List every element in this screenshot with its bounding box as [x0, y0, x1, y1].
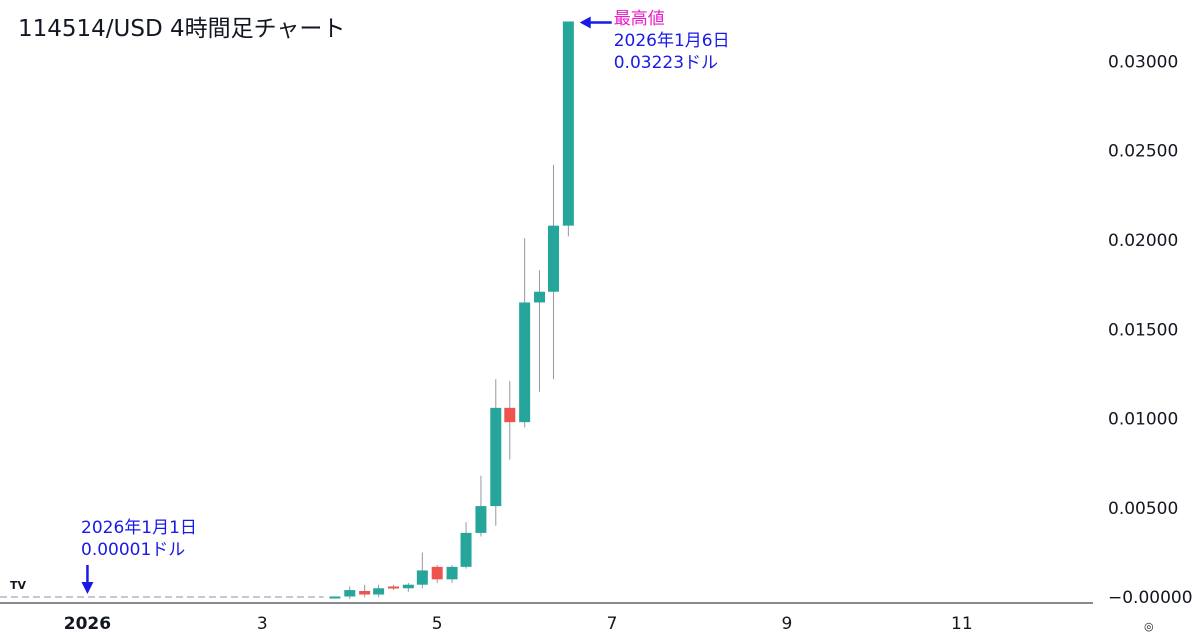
candle-body [373, 588, 385, 595]
y-tick-label: 0.01000 [1108, 410, 1178, 430]
x-tick-label: 7 [607, 614, 618, 634]
candles [329, 21, 574, 599]
candle-body [431, 566, 443, 580]
candle-body [402, 584, 414, 589]
candle-body [504, 407, 516, 423]
x-tick-label: 2026 [64, 614, 111, 634]
chart-title: 114514/USD 4時間足チャート [18, 16, 345, 42]
candle-body [387, 586, 399, 589]
tradingview-logo[interactable]: TV [10, 579, 27, 592]
candle-body [416, 570, 428, 585]
candle-body [344, 590, 356, 597]
start-arrow-icon [81, 582, 94, 594]
candle-body [329, 596, 341, 599]
settings-icon[interactable]: ◎ [1144, 620, 1154, 633]
y-tick-label: 0.03000 [1108, 52, 1178, 72]
y-tick-label: 0.02000 [1108, 231, 1178, 251]
ath-annotation-line: 0.03223ドル [614, 53, 718, 73]
start-annotation-line: 2026年1月1日 [81, 518, 197, 538]
y-tick-label: 0.00500 [1108, 499, 1178, 519]
candle-body [534, 291, 546, 303]
candle-body [547, 225, 559, 292]
y-axis: 0.03000 0.02500 0.02000 0.01500 0.01000 0.005… [1108, 52, 1193, 608]
candle-body [359, 590, 371, 595]
candle-body [490, 407, 502, 507]
y-tick-label: 0.01500 [1108, 320, 1178, 340]
x-tick-label: 11 [951, 614, 973, 634]
ath-annotation-line: 2026年1月6日 [614, 31, 730, 51]
y-tick-label: 0.02500 [1108, 142, 1178, 162]
candle-body [446, 566, 458, 580]
x-tick-label: 5 [432, 614, 443, 634]
x-tick-label: 3 [257, 614, 268, 634]
start-annotation-line: 0.00001ドル [81, 540, 185, 560]
candle-body [460, 532, 472, 567]
ath-arrow-icon [579, 16, 591, 29]
candle-body [562, 21, 574, 226]
candle-body [475, 506, 487, 533]
x-tick-label: 9 [782, 614, 793, 634]
candle-body [519, 302, 531, 423]
y-tick-label: −0.00000 [1108, 588, 1193, 608]
ath-annotation-line: 最高値 [614, 9, 665, 29]
x-axis: 2026 3 5 7 9 11 [64, 614, 973, 634]
